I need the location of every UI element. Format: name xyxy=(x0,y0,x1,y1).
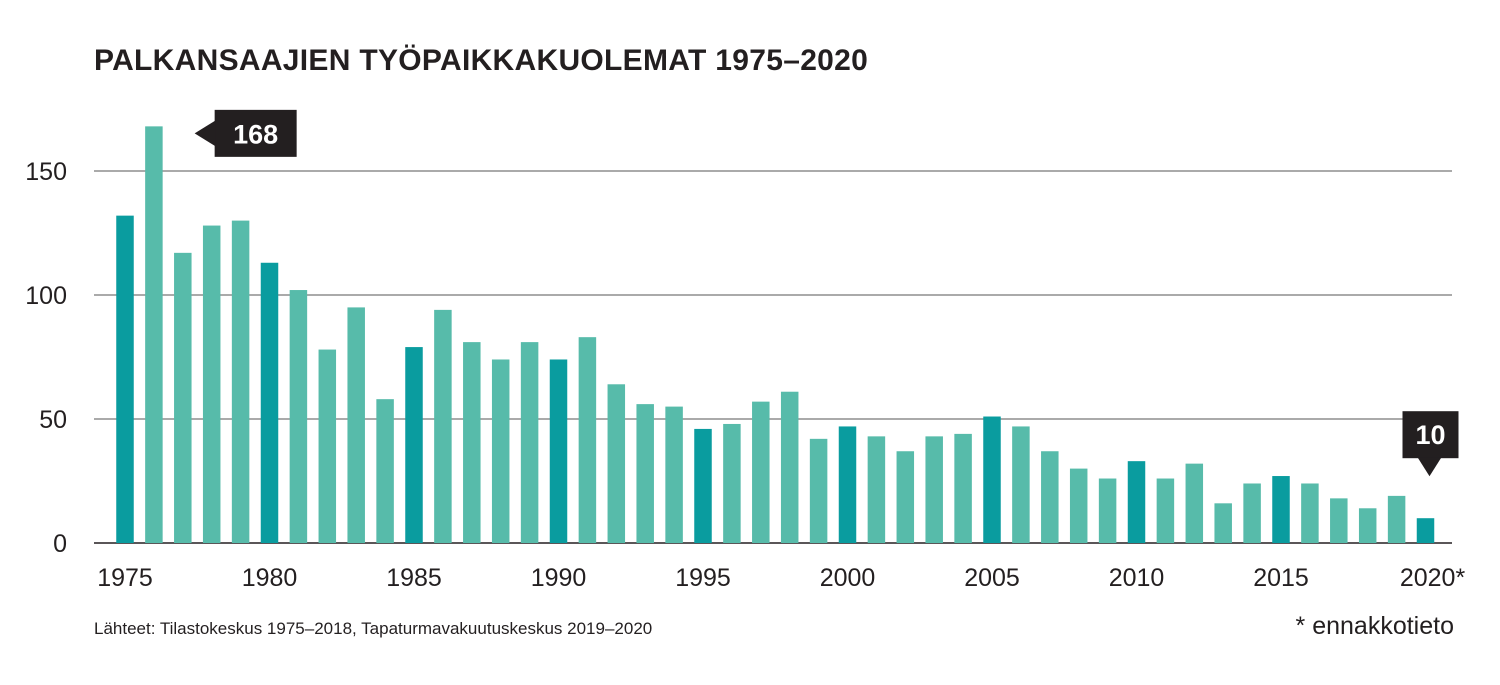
bar-1975 xyxy=(116,215,134,543)
x-tick-label: 2020* xyxy=(1400,564,1466,592)
bar-1998 xyxy=(780,391,799,543)
x-tick-label: 2015 xyxy=(1253,564,1309,592)
bar-1992 xyxy=(607,384,626,543)
bar-2012 xyxy=(1185,463,1204,543)
x-tick-label: 1980 xyxy=(242,564,298,592)
bar-1981 xyxy=(289,290,308,543)
bar-1987 xyxy=(463,342,481,543)
bar-2016 xyxy=(1301,483,1319,543)
bar-1991 xyxy=(578,337,597,543)
y-tick-label: 50 xyxy=(39,406,67,434)
source-note: Lähteet: Tilastokeskus 1975–2018, Tapatu… xyxy=(94,619,653,638)
bar-1976 xyxy=(145,126,163,544)
bar-2001 xyxy=(867,436,886,543)
bar-1984 xyxy=(376,399,394,543)
chart-title: PALKANSAAJIEN TYÖPAIKKAKUOLEMAT 1975–202… xyxy=(94,44,869,77)
y-axis-tick-labels: 0 50 100 150 xyxy=(25,158,67,558)
bar-1983 xyxy=(347,307,365,543)
bar-1978 xyxy=(202,225,221,543)
x-tick-label: 1990 xyxy=(531,564,587,592)
callouts: 168 10 xyxy=(194,109,1459,477)
bar-1999 xyxy=(809,438,828,543)
callout-label: 10 xyxy=(1415,420,1445,450)
callout-label: 168 xyxy=(233,119,278,149)
bar-2010 xyxy=(1127,461,1146,543)
bar-1994 xyxy=(665,406,683,543)
bar-1993 xyxy=(636,404,654,543)
bars xyxy=(116,126,1435,544)
bar-2003 xyxy=(925,436,943,543)
bar-2008 xyxy=(1069,468,1088,543)
bar-1985 xyxy=(405,347,423,543)
bar-2015 xyxy=(1272,476,1290,543)
bar-2005 xyxy=(983,416,1001,543)
bar-1977 xyxy=(174,252,192,543)
bar-1996 xyxy=(723,423,741,543)
x-tick-label: 2005 xyxy=(964,564,1020,592)
x-tick-label: 2000 xyxy=(820,564,876,592)
x-tick-label: 1975 xyxy=(97,564,153,592)
x-tick-label: 1995 xyxy=(675,564,731,592)
bar-1989 xyxy=(520,342,539,543)
bar-1982 xyxy=(318,349,337,543)
callout-2020: 10 xyxy=(1402,411,1459,477)
bar-2014 xyxy=(1243,483,1261,543)
bar-2004 xyxy=(954,433,972,543)
bar-2011 xyxy=(1156,478,1175,543)
bar-2019 xyxy=(1387,495,1406,543)
footnote: * ennakkotieto xyxy=(1295,612,1454,640)
bar-2002 xyxy=(896,451,915,543)
bar-2013 xyxy=(1214,503,1232,543)
bar-2000 xyxy=(838,426,857,543)
bar-2006 xyxy=(1012,426,1030,543)
x-tick-label: 1985 xyxy=(386,564,442,592)
y-tick-label: 100 xyxy=(25,282,67,310)
callout-1976: 168 xyxy=(194,109,297,157)
bar-1988 xyxy=(491,359,510,543)
bar-2017 xyxy=(1330,498,1348,543)
bar-2020 xyxy=(1416,518,1435,543)
bar-1986 xyxy=(434,309,452,543)
x-tick-label: 2010 xyxy=(1109,564,1165,592)
x-axis-tick-labels: 1975 1980 1985 1990 1995 2000 2005 2010 2015 2020… xyxy=(97,564,1465,592)
y-tick-label: 0 xyxy=(53,530,67,558)
bar-1990 xyxy=(549,359,568,543)
bar-2018 xyxy=(1358,508,1377,543)
bar-1980 xyxy=(260,262,279,543)
y-tick-label: 150 xyxy=(25,158,67,186)
bar-1997 xyxy=(752,401,770,543)
bar-1979 xyxy=(231,220,250,543)
bar-2007 xyxy=(1041,451,1059,543)
bar-1995 xyxy=(694,428,712,543)
bar-2009 xyxy=(1098,478,1117,543)
